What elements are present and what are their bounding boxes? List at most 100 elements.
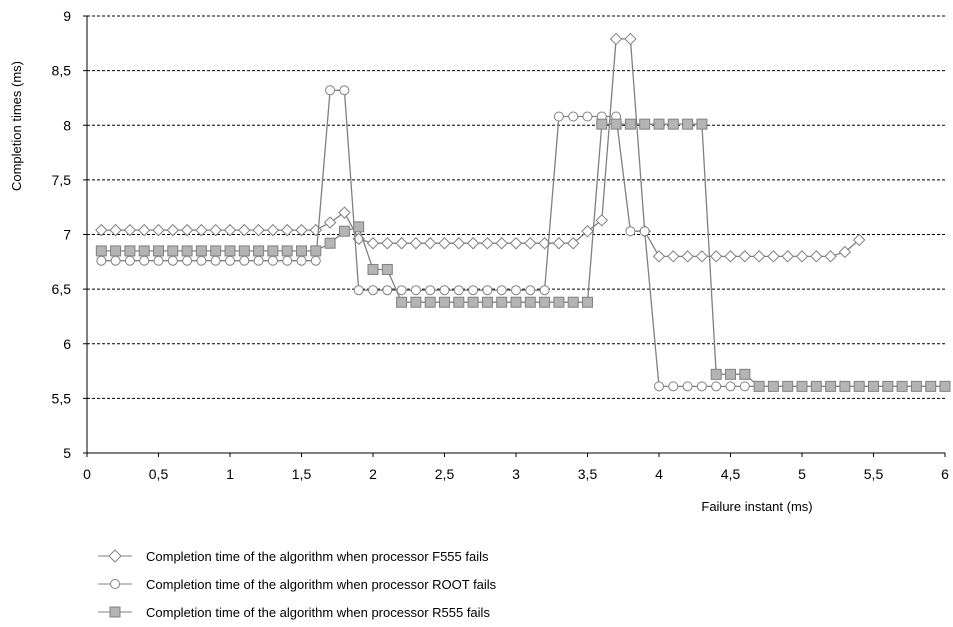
data-point — [566, 237, 580, 250]
data-point — [509, 237, 523, 250]
data-point — [339, 85, 350, 96]
data-point — [110, 255, 121, 266]
axes — [83, 15, 946, 457]
data-point — [739, 381, 750, 392]
data-point — [767, 380, 779, 392]
data-point — [396, 296, 408, 308]
x-tick-label: 4,5 — [721, 466, 741, 482]
data-point — [210, 255, 221, 266]
data-point — [238, 223, 251, 237]
data-point — [524, 237, 537, 250]
line-chart: 55,566,577,588,59 0 0,5 1 1,5 2 2,5 3 3,5 4 4,5 5 5… — [9, 8, 951, 514]
legend-item-root: Completion time of the algorithm when pr… — [98, 570, 496, 598]
data-point — [696, 381, 707, 392]
data-point — [781, 250, 794, 263]
data-point — [425, 285, 436, 296]
data-point — [353, 221, 365, 233]
data-point — [210, 245, 222, 257]
data-point — [138, 245, 150, 257]
y-tick-labels: 5 5,5 6 6,5 7 7,5 8 8,5 9 — [52, 8, 72, 461]
data-point — [695, 250, 709, 263]
data-point — [409, 237, 423, 250]
data-point — [839, 380, 851, 392]
data-point — [438, 237, 451, 250]
data-point — [724, 250, 737, 263]
data-point — [609, 32, 623, 46]
data-point — [338, 206, 351, 219]
data-point — [625, 226, 636, 237]
legend-label-root: Completion time of the algorithm when pr… — [146, 576, 497, 592]
data-point — [525, 285, 536, 296]
data-point — [553, 296, 565, 308]
data-point — [439, 296, 450, 308]
data-point — [153, 255, 164, 266]
data-point — [639, 118, 651, 130]
data-point — [682, 118, 694, 130]
x-tick-label: 2 — [369, 466, 377, 482]
data-point — [310, 255, 321, 266]
data-point — [368, 285, 378, 296]
data-point — [524, 296, 536, 308]
data-point — [167, 245, 179, 257]
data-point — [253, 255, 264, 266]
data-point — [280, 223, 294, 237]
data-point — [553, 111, 564, 122]
data-point — [124, 255, 135, 266]
legend-item-f555: Completion time of the algorithm when pr… — [98, 542, 496, 570]
data-point — [582, 296, 593, 308]
data-point — [810, 380, 822, 392]
data-point — [195, 223, 208, 237]
y-tick-label: 5 — [63, 445, 71, 461]
data-point — [238, 245, 250, 257]
x-tick-labels: 0 0,5 1 1,5 2 2,5 3 3,5 4 4,5 5 5,5 6 — [83, 466, 949, 482]
data-point — [182, 255, 193, 266]
data-point — [181, 245, 193, 257]
data-point — [596, 118, 608, 130]
data-point — [382, 285, 393, 296]
data-point — [295, 223, 308, 237]
data-point — [496, 296, 508, 308]
data-point — [939, 380, 951, 392]
data-point — [710, 368, 722, 380]
data-point — [367, 263, 379, 275]
data-point — [353, 285, 364, 296]
data-point — [711, 381, 722, 392]
data-point — [682, 381, 693, 392]
data-point — [453, 285, 464, 296]
data-point — [481, 237, 494, 250]
data-point — [668, 381, 679, 392]
legend: Completion time of the algorithm when pr… — [98, 542, 496, 626]
series-group — [95, 32, 951, 392]
data-point — [139, 255, 150, 266]
data-point — [95, 245, 107, 257]
data-point — [567, 296, 579, 308]
data-point — [581, 225, 594, 238]
data-point — [310, 245, 322, 257]
data-point — [568, 111, 579, 122]
data-point — [468, 285, 479, 296]
data-point — [838, 245, 852, 259]
gridlines — [87, 15, 945, 399]
data-point — [195, 245, 207, 257]
legend-label-r555: Completion time of the algorithm when pr… — [146, 604, 490, 620]
data-point — [739, 368, 751, 380]
y-tick-label: 7 — [63, 227, 71, 243]
legend-item-r555: Completion time of the algorithm when pr… — [98, 598, 496, 626]
data-point — [652, 250, 666, 263]
data-point — [510, 296, 522, 308]
y-tick-label: 8 — [63, 117, 71, 133]
data-point — [738, 250, 752, 263]
data-point — [482, 285, 493, 296]
y-tick-label: 9 — [63, 8, 71, 24]
data-point — [225, 255, 235, 266]
data-point — [252, 223, 265, 237]
data-point — [552, 237, 566, 250]
data-point — [495, 237, 508, 250]
data-point — [496, 285, 507, 296]
x-tick-label: 0 — [83, 466, 91, 482]
data-point — [423, 237, 437, 250]
data-point — [296, 245, 307, 257]
data-point — [396, 285, 407, 296]
data-point — [453, 296, 465, 308]
data-point — [595, 214, 609, 227]
